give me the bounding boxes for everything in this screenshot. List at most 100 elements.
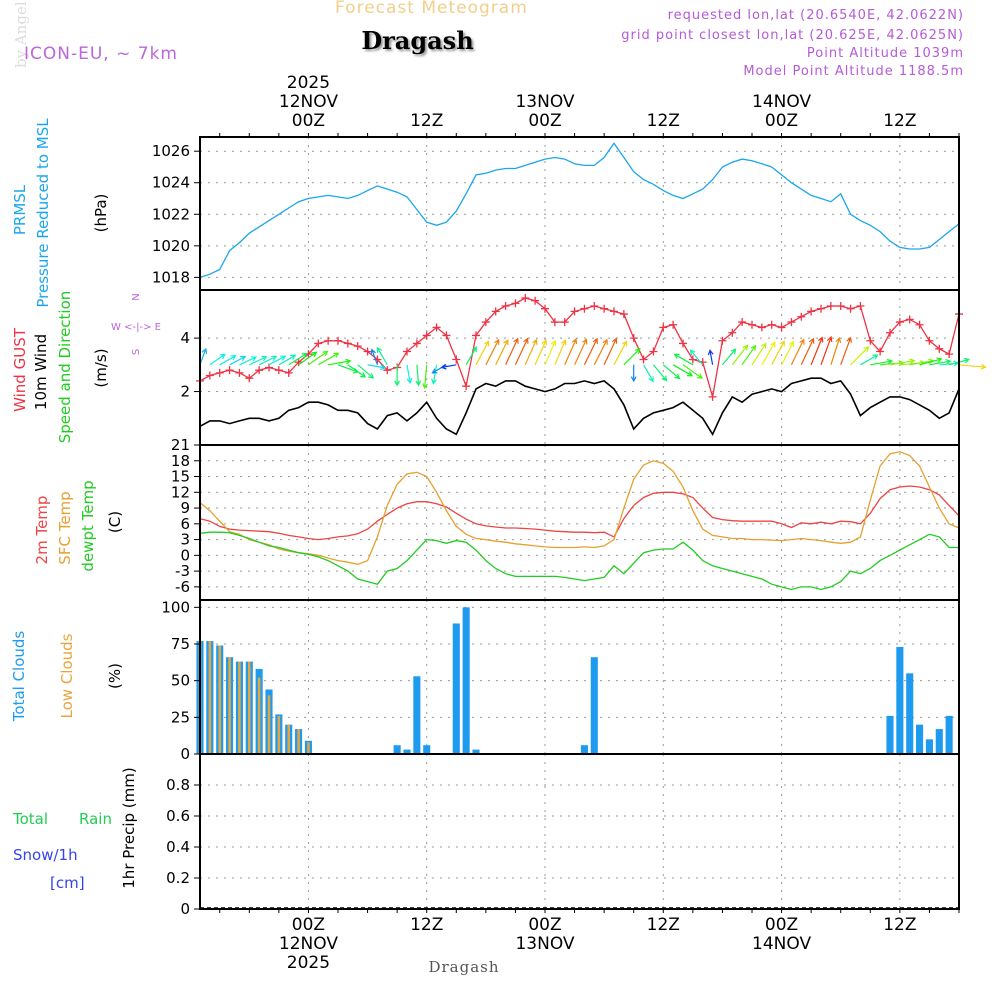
gust-marker: [639, 355, 648, 364]
bottom-time-label: 14NOV: [752, 934, 811, 954]
gust-marker: [757, 323, 766, 332]
wind-arrow: [623, 348, 641, 366]
gust-marker: [945, 350, 954, 359]
gust-marker: [935, 344, 944, 353]
compass-s: S: [131, 349, 142, 355]
wind-arrow: [554, 339, 567, 366]
gust-marker: [600, 304, 609, 313]
gust-marker: [215, 368, 224, 377]
wind-arrow: [840, 336, 852, 366]
gust-marker: [649, 347, 658, 356]
gust-marker: [560, 318, 569, 327]
gust-marker: [521, 294, 530, 303]
y-tick-label: 6: [180, 515, 190, 533]
y-tick-label: 15: [171, 468, 190, 486]
bottom-time-label: 13NOV: [515, 934, 574, 954]
wind-arrow: [288, 352, 308, 366]
grid-point-coords: grid point closest lon,lat (20.625E, 42.…: [621, 28, 964, 43]
frame-layer: [194, 133, 960, 913]
gust-marker: [629, 334, 638, 343]
y-tick-label: -3: [175, 562, 190, 580]
gust-marker: [886, 328, 894, 337]
series-line-sfc-temp: [199, 451, 960, 565]
wind-arrow: [850, 346, 870, 366]
gust-marker: [826, 302, 835, 311]
top-time-label: 00Z: [292, 111, 325, 131]
wind-arrow: [337, 364, 359, 374]
wind-arrow: [431, 364, 438, 385]
total-cloud-bar: [403, 749, 411, 754]
pressure-label-1: PRMSL: [11, 184, 29, 235]
low-cloud-bar: [277, 715, 281, 754]
gust-marker: [294, 358, 303, 367]
wind-arrow: [258, 355, 278, 366]
pressure-label-2: Pressure Reduced to MSL: [34, 118, 52, 308]
gust-marker: [777, 323, 786, 332]
gust-marker: [452, 355, 461, 364]
wind-arrow: [544, 339, 557, 366]
wind-arrow: [929, 359, 952, 366]
gust-marker: [905, 315, 914, 324]
gust-marker: [432, 323, 441, 332]
wind-arrow: [347, 364, 367, 378]
gust-marker: [363, 347, 372, 356]
series-line-2m-temp: [199, 485, 960, 541]
gust-marker: [541, 304, 549, 313]
wind-arrow: [475, 340, 490, 366]
total-cloud-bar: [413, 676, 421, 754]
wind-arrow: [870, 358, 894, 366]
pressure-unit: (hPa): [92, 194, 110, 233]
top-time-label: 00Z: [765, 111, 798, 131]
top-time-label: 12Z: [647, 111, 680, 131]
total-cloud-bar: [590, 657, 598, 754]
temp-label: 2m Temp: [33, 496, 51, 565]
gust-marker: [412, 339, 421, 348]
credit-text: by Angel: [12, 1, 30, 68]
panel-frame: [199, 753, 960, 910]
wind-arrow: [630, 364, 637, 383]
y-tick-label: 25: [171, 708, 190, 726]
wind-arrow: [731, 344, 749, 366]
snow-unit-label: [cm]: [50, 874, 85, 892]
gust-marker: [570, 307, 579, 316]
model-altitude: Model Point Altitude 1188.5m: [743, 64, 964, 79]
gust-marker: [659, 323, 668, 332]
chart-subtitle: Forecast Meteogram: [335, 0, 528, 18]
top-time-label: 12Z: [410, 111, 443, 131]
wind-arrow: [318, 352, 340, 366]
top-time-label: 2025: [287, 73, 330, 93]
clouds-unit: (%): [106, 663, 124, 689]
series-line-pressure: [199, 142, 960, 279]
gust-marker: [738, 318, 747, 327]
text-layer: 1018 1020 1022 1024 1026 PRMSL Pressure Reduce…: [10, 73, 916, 973]
gust-marker: [225, 366, 234, 375]
wind-arrow: [367, 364, 387, 371]
gust-marker: [265, 363, 273, 372]
wind-arrow: [422, 364, 428, 390]
wind-arrow: [534, 339, 547, 366]
wind-arrow: [357, 364, 375, 379]
wind-arrow: [524, 338, 538, 366]
gust-marker: [748, 320, 756, 329]
wind-arrow: [308, 350, 329, 366]
y-tick-label: 50: [171, 672, 190, 690]
total-cloud-bar: [423, 745, 431, 754]
wind-arrow: [860, 354, 879, 366]
gust-marker: [846, 304, 855, 313]
wind-arrow: [771, 340, 785, 366]
wind-arrow: [682, 364, 704, 379]
total-cloud-bar: [896, 646, 904, 754]
data-layer: [196, 142, 987, 909]
wind-arrow: [593, 338, 608, 366]
top-time-label: 12NOV: [279, 92, 338, 112]
y-tick-label: 0: [180, 546, 190, 564]
gust-marker: [403, 347, 411, 356]
y-tick-label: 4: [180, 329, 190, 347]
top-time-label: 13NOV: [515, 92, 574, 112]
y-tick-label: 0.2: [166, 869, 190, 887]
gust-marker: [876, 347, 885, 356]
gust-marker: [501, 302, 510, 311]
panel-frame: [199, 289, 960, 446]
wind-arrow: [415, 364, 422, 387]
wind-arrow: [662, 364, 681, 380]
